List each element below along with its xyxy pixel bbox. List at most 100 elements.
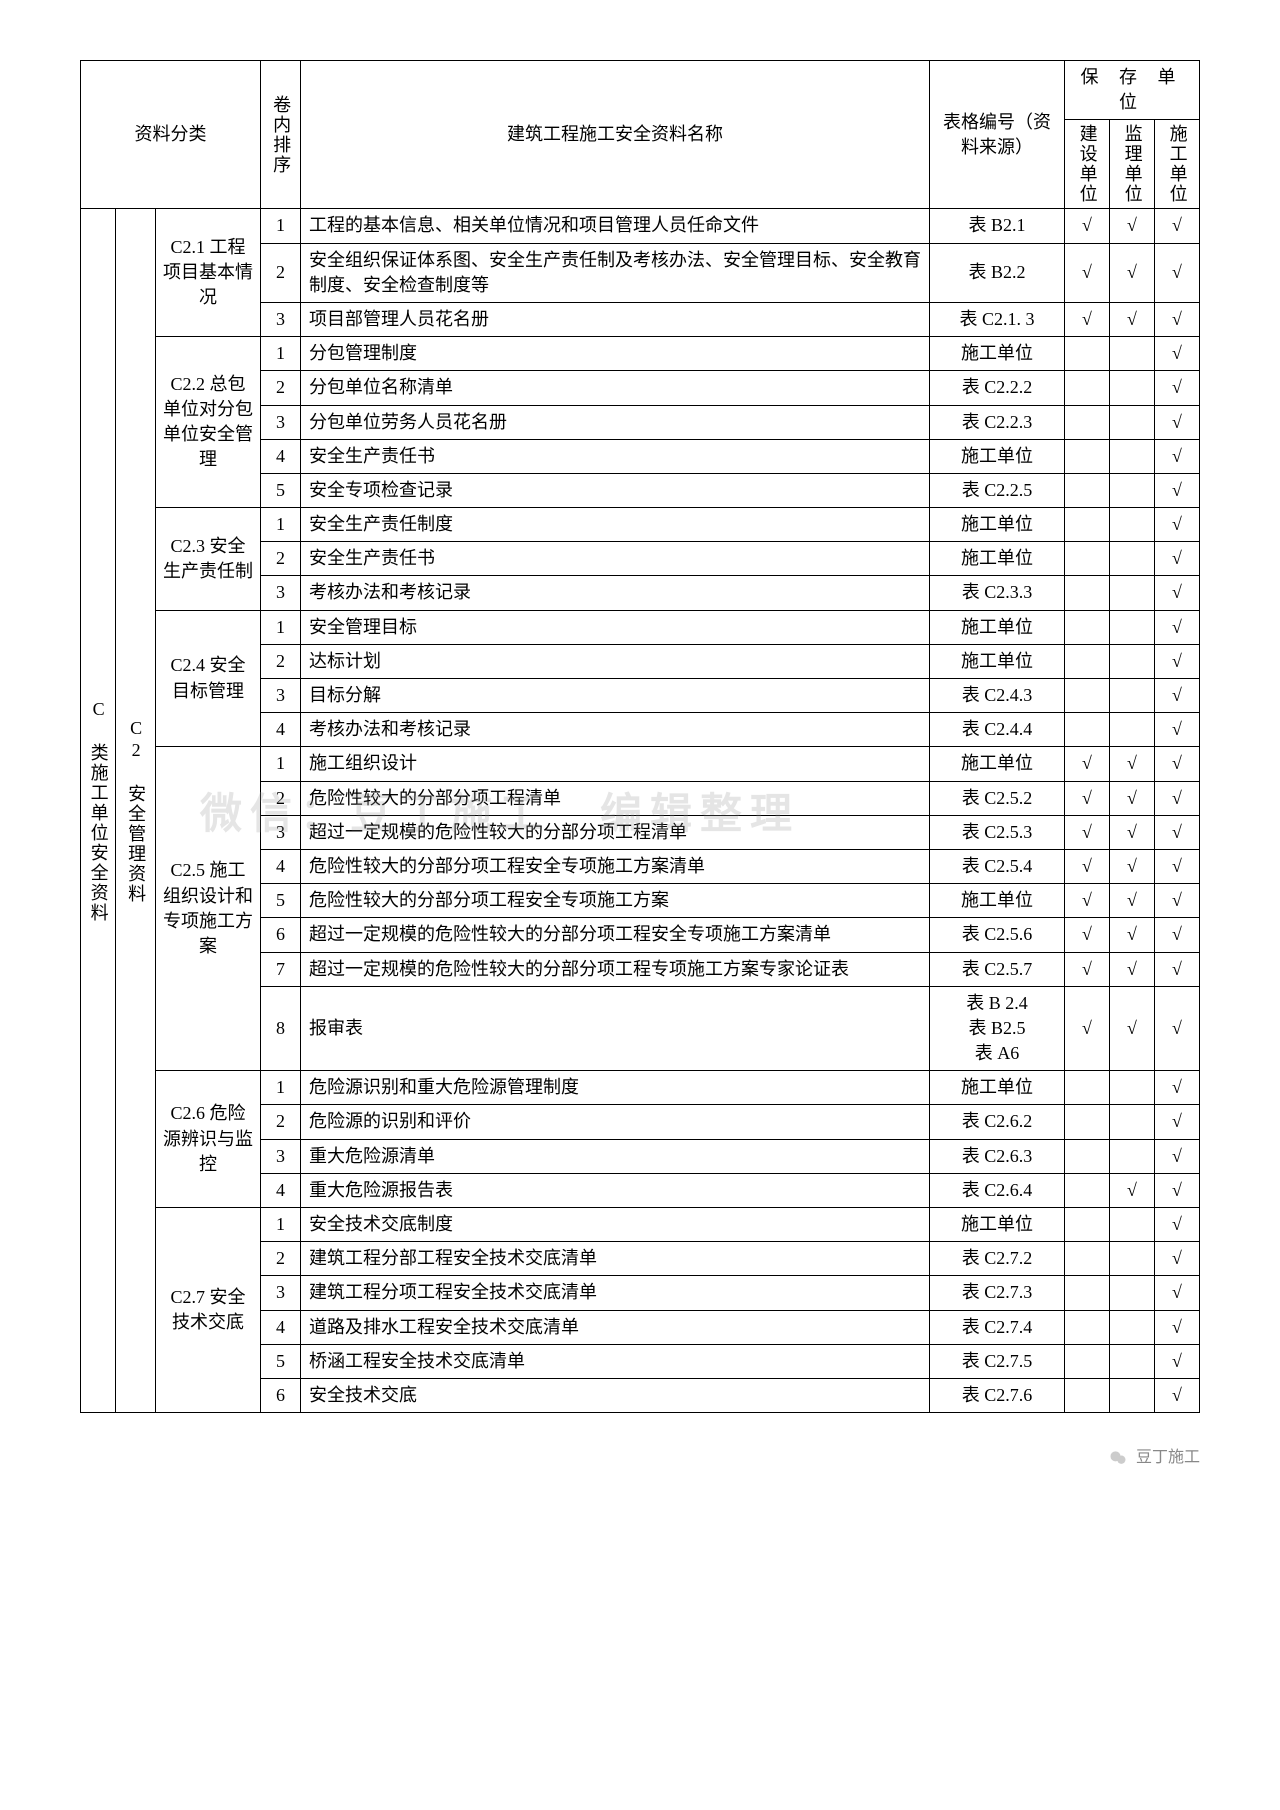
check-cell bbox=[1110, 644, 1155, 678]
check-cell: √ bbox=[1065, 243, 1110, 302]
check-cell: √ bbox=[1155, 371, 1200, 405]
check-cell bbox=[1110, 1071, 1155, 1105]
check-cell bbox=[1110, 1378, 1155, 1412]
name-cell: 重大危险源报告表 bbox=[301, 1173, 930, 1207]
table-row: C2.7 安全技术交底1安全技术交底制度施工单位√ bbox=[81, 1208, 1200, 1242]
check-cell bbox=[1110, 713, 1155, 747]
source-cell: 表 C2.7.6 bbox=[930, 1378, 1065, 1412]
check-cell bbox=[1110, 1344, 1155, 1378]
seq-cell: 3 bbox=[261, 1276, 301, 1310]
name-cell: 安全技术交底制度 bbox=[301, 1208, 930, 1242]
check-cell: √ bbox=[1110, 952, 1155, 986]
check-cell: √ bbox=[1065, 209, 1110, 243]
source-cell: 施工单位 bbox=[930, 884, 1065, 918]
seq-cell: 4 bbox=[261, 439, 301, 473]
header-category: 资料分类 bbox=[81, 61, 261, 209]
check-cell: √ bbox=[1155, 918, 1200, 952]
source-cell: 施工单位 bbox=[930, 644, 1065, 678]
check-cell: √ bbox=[1110, 849, 1155, 883]
check-cell: √ bbox=[1155, 679, 1200, 713]
check-cell: √ bbox=[1155, 1105, 1200, 1139]
seq-cell: 4 bbox=[261, 1310, 301, 1344]
table-row: C2.5 施工组织设计和专项施工方案1施工组织设计施工单位√√√ bbox=[81, 747, 1200, 781]
seq-cell: 3 bbox=[261, 576, 301, 610]
check-cell: √ bbox=[1065, 815, 1110, 849]
header-unit-build: 施工单位 bbox=[1155, 120, 1200, 209]
check-cell bbox=[1110, 371, 1155, 405]
seq-cell: 4 bbox=[261, 849, 301, 883]
source-cell: 表 C2.7.3 bbox=[930, 1276, 1065, 1310]
name-cell: 超过一定规模的危险性较大的分部分项工程安全专项施工方案清单 bbox=[301, 918, 930, 952]
check-cell bbox=[1110, 679, 1155, 713]
check-cell: √ bbox=[1155, 781, 1200, 815]
check-cell: √ bbox=[1065, 781, 1110, 815]
header-unit-construct: 建设单位 bbox=[1065, 120, 1110, 209]
check-cell: √ bbox=[1065, 302, 1110, 336]
check-cell: √ bbox=[1155, 952, 1200, 986]
source-cell: 表 C2.5.7 bbox=[930, 952, 1065, 986]
check-cell: √ bbox=[1155, 1344, 1200, 1378]
check-cell bbox=[1110, 439, 1155, 473]
name-cell: 安全生产责任书 bbox=[301, 542, 930, 576]
table-row: C2.2 总包单位对分包单位安全管理1分包管理制度施工单位√ bbox=[81, 337, 1200, 371]
name-cell: 工程的基本信息、相关单位情况和项目管理人员任命文件 bbox=[301, 209, 930, 243]
source-cell: 施工单位 bbox=[930, 439, 1065, 473]
check-cell bbox=[1065, 1378, 1110, 1412]
name-cell: 分包单位名称清单 bbox=[301, 371, 930, 405]
check-cell bbox=[1065, 542, 1110, 576]
level3-category: C2.3 安全生产责任制 bbox=[156, 508, 261, 611]
seq-cell: 2 bbox=[261, 644, 301, 678]
source-cell: 施工单位 bbox=[930, 1208, 1065, 1242]
source-cell: 表 C2.3.3 bbox=[930, 576, 1065, 610]
check-cell: √ bbox=[1065, 952, 1110, 986]
check-cell bbox=[1065, 1173, 1110, 1207]
source-cell: 表 C2.6.2 bbox=[930, 1105, 1065, 1139]
header-source: 表格编号（资料来源） bbox=[930, 61, 1065, 209]
check-cell: √ bbox=[1065, 747, 1110, 781]
check-cell: √ bbox=[1110, 243, 1155, 302]
name-cell: 达标计划 bbox=[301, 644, 930, 678]
wechat-icon bbox=[1108, 1448, 1128, 1468]
check-cell bbox=[1065, 1310, 1110, 1344]
check-cell: √ bbox=[1155, 405, 1200, 439]
check-cell: √ bbox=[1110, 1173, 1155, 1207]
name-cell: 安全生产责任制度 bbox=[301, 508, 930, 542]
source-cell: 表 C2.4.3 bbox=[930, 679, 1065, 713]
check-cell: √ bbox=[1155, 473, 1200, 507]
check-cell bbox=[1065, 1139, 1110, 1173]
name-cell: 危险源的识别和评价 bbox=[301, 1105, 930, 1139]
check-cell bbox=[1110, 1105, 1155, 1139]
source-cell: 施工单位 bbox=[930, 747, 1065, 781]
check-cell bbox=[1065, 610, 1110, 644]
check-cell bbox=[1110, 542, 1155, 576]
check-cell: √ bbox=[1155, 1378, 1200, 1412]
seq-cell: 3 bbox=[261, 405, 301, 439]
check-cell: √ bbox=[1155, 644, 1200, 678]
check-cell: √ bbox=[1065, 849, 1110, 883]
seq-cell: 2 bbox=[261, 542, 301, 576]
seq-cell: 1 bbox=[261, 610, 301, 644]
source-cell: 表 B 2.4 表 B2.5 表 A6 bbox=[930, 986, 1065, 1071]
check-cell bbox=[1065, 1071, 1110, 1105]
name-cell: 道路及排水工程安全技术交底清单 bbox=[301, 1310, 930, 1344]
seq-cell: 2 bbox=[261, 1105, 301, 1139]
check-cell bbox=[1110, 473, 1155, 507]
check-cell bbox=[1110, 337, 1155, 371]
seq-cell: 5 bbox=[261, 1344, 301, 1378]
source-cell: 施工单位 bbox=[930, 542, 1065, 576]
check-cell bbox=[1110, 405, 1155, 439]
check-cell: √ bbox=[1155, 576, 1200, 610]
main-table: 资料分类 卷内排序 建筑工程施工安全资料名称 表格编号（资料来源） 保 存 单 … bbox=[80, 60, 1200, 1413]
check-cell: √ bbox=[1110, 884, 1155, 918]
name-cell: 安全组织保证体系图、安全生产责任制及考核办法、安全管理目标、安全教育制度、安全检… bbox=[301, 243, 930, 302]
seq-cell: 1 bbox=[261, 747, 301, 781]
seq-cell: 7 bbox=[261, 952, 301, 986]
level3-category: C2.5 施工组织设计和专项施工方案 bbox=[156, 747, 261, 1071]
seq-cell: 5 bbox=[261, 473, 301, 507]
check-cell: √ bbox=[1155, 884, 1200, 918]
level1-category: C 类施工单位安全资料 bbox=[81, 209, 116, 1413]
level3-category: C2.4 安全目标管理 bbox=[156, 610, 261, 747]
check-cell bbox=[1065, 371, 1110, 405]
seq-cell: 4 bbox=[261, 713, 301, 747]
check-cell bbox=[1110, 508, 1155, 542]
